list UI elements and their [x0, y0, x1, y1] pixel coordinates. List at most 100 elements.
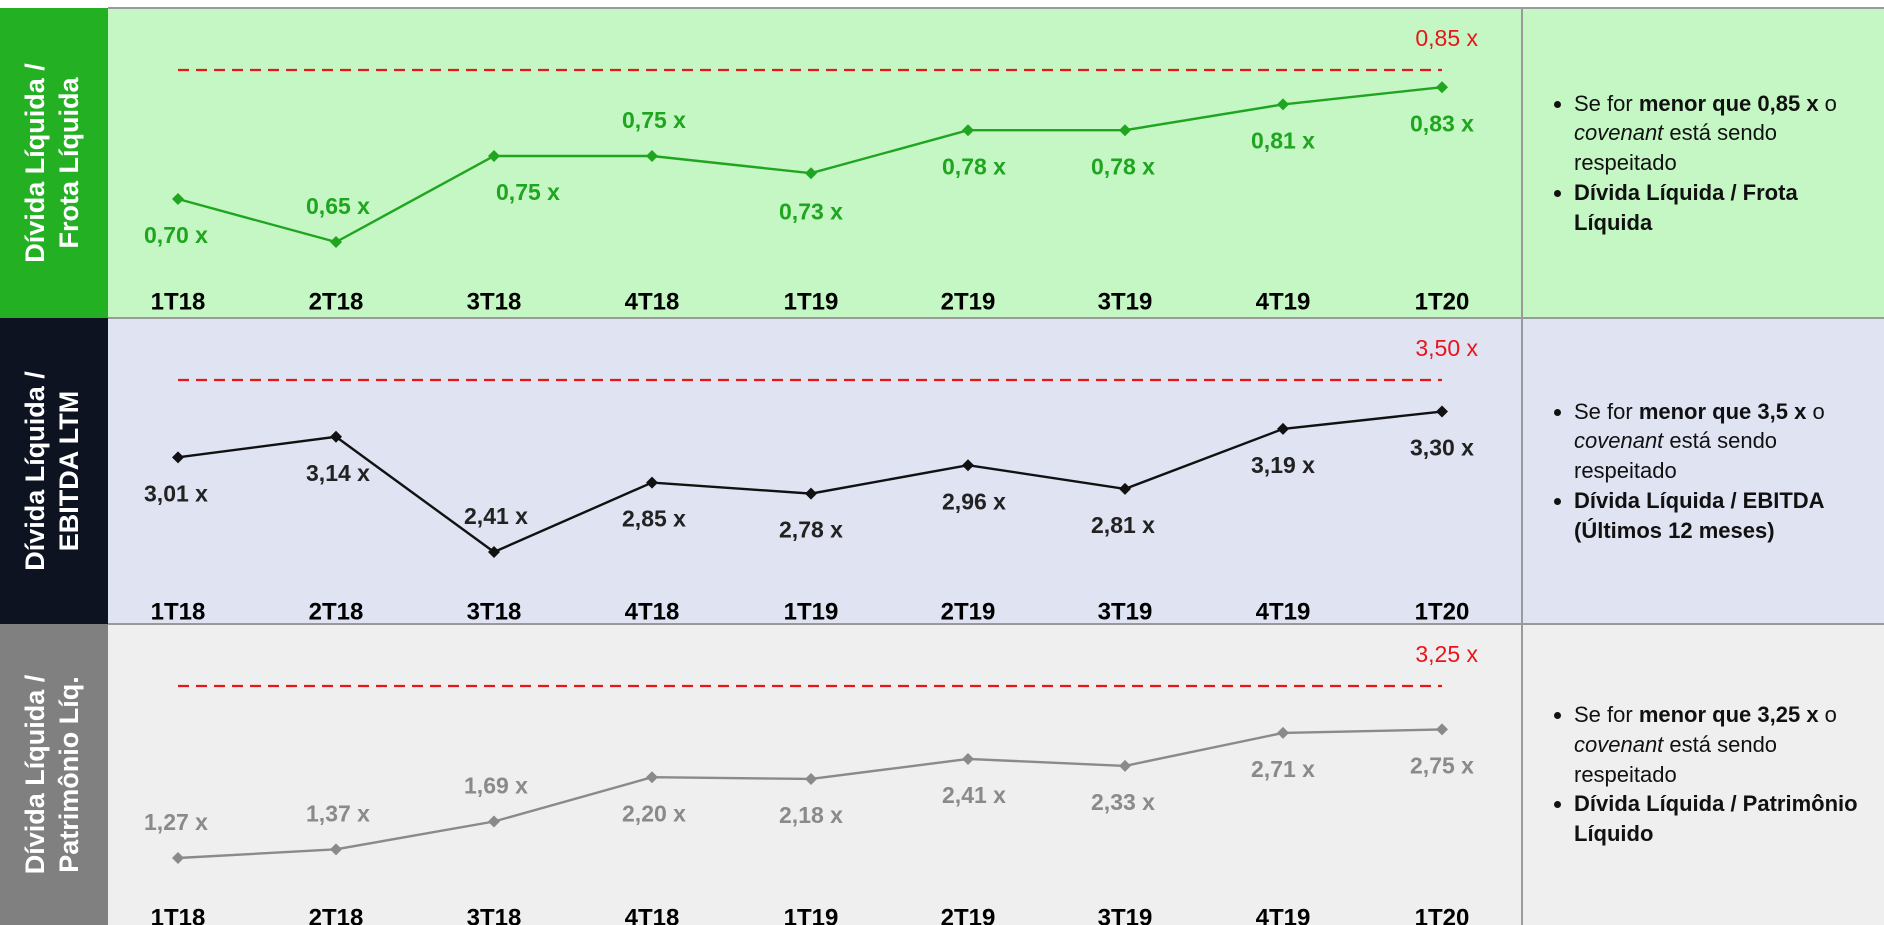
point	[962, 124, 974, 137]
value-label: 0,65 x	[306, 193, 370, 219]
x-tick-label: 4T19	[1256, 904, 1311, 925]
point	[1119, 124, 1131, 137]
panel-background	[108, 318, 1522, 624]
value-label: 0,73 x	[779, 198, 843, 224]
note: Se for menor que 3,25 x o covenant está …	[1522, 624, 1884, 925]
x-tick-label: 3T19	[1098, 288, 1153, 315]
point	[1119, 759, 1131, 772]
note-text: Se for	[1574, 702, 1639, 728]
note-item: Se for menor que 0,85 x o covenant está …	[1574, 89, 1874, 178]
x-tick-label: 1T19	[784, 288, 839, 315]
panel-title: Dívida Líquida /	[20, 674, 50, 874]
note-text: Se for	[1574, 398, 1639, 424]
note-text: covenant	[1574, 428, 1664, 454]
threshold-label: 3,25 x	[1415, 641, 1478, 667]
x-tick-label: 2T19	[941, 598, 996, 625]
point	[646, 150, 658, 162]
point	[646, 771, 658, 784]
panel-title: EBITDA LTM	[54, 391, 84, 551]
note-list: Se for menor que 3,25 x o covenant está …	[1540, 700, 1874, 848]
x-tick-label: 1T20	[1415, 904, 1470, 925]
note-text: está sendo respeitado	[1574, 731, 1784, 787]
point	[1119, 482, 1131, 495]
x-tick-label: 3T18	[467, 598, 522, 625]
value-label: 0,75 x	[622, 107, 686, 133]
value-label: 1,37 x	[306, 800, 370, 826]
panel-background	[108, 624, 1522, 925]
x-tick-label: 1T20	[1415, 598, 1470, 625]
value-label: 0,81 x	[1251, 127, 1315, 153]
point	[330, 430, 342, 443]
point	[646, 476, 658, 489]
point	[172, 193, 184, 205]
point	[962, 752, 974, 765]
x-tick-label: 1T18	[151, 904, 206, 925]
panel-band	[0, 318, 108, 624]
value-label: 2,71 x	[1251, 756, 1315, 782]
panel-title: Dívida Líquida /	[20, 63, 50, 263]
note-text: Se for	[1574, 90, 1639, 116]
panel-title: Frota Líquida	[54, 77, 84, 249]
note-item: Se for menor que 3,25 x o covenant está …	[1574, 700, 1874, 789]
x-tick-label: 3T19	[1098, 598, 1153, 625]
note-text: covenant	[1574, 120, 1664, 146]
note-text: Dívida Líquida / EBITDA (Últimos 12 mese…	[1574, 487, 1830, 543]
note: Se for menor que 3,5 x o covenant está s…	[1522, 318, 1884, 624]
point	[488, 546, 500, 558]
note-item: Se for menor que 3,5 x o covenant está s…	[1574, 397, 1874, 486]
panel-title: Patrimônio Líq.	[54, 676, 84, 873]
note-item: Dívida Líquida / EBITDA (Últimos 12 mese…	[1574, 486, 1874, 545]
value-label: 0,75 x	[496, 179, 560, 205]
note-list: Se for menor que 0,85 x o covenant está …	[1540, 89, 1874, 237]
point	[330, 236, 342, 248]
value-label: 3,01 x	[144, 480, 208, 506]
x-tick-label: 1T19	[784, 904, 839, 925]
note-text: o	[1818, 90, 1844, 116]
value-label: 2,20 x	[622, 800, 686, 826]
point	[1277, 98, 1289, 111]
value-label: 3,19 x	[1251, 452, 1315, 478]
note-item: Dívida Líquida / Patrimônio Líquido	[1574, 789, 1874, 848]
x-tick-label: 1T18	[151, 598, 206, 625]
note-text: está sendo respeitado	[1574, 428, 1784, 484]
x-tick-label: 2T19	[941, 904, 996, 925]
x-tick-label: 3T18	[467, 288, 522, 315]
note-list: Se for menor que 3,5 x o covenant está s…	[1540, 397, 1874, 545]
x-tick-label: 3T19	[1098, 904, 1153, 925]
point	[805, 167, 817, 180]
point	[962, 459, 974, 472]
point	[330, 843, 342, 856]
x-tick-label: 4T18	[625, 904, 680, 925]
point	[1436, 405, 1448, 418]
value-label: 1,27 x	[144, 809, 208, 835]
value-label: 1,69 x	[464, 773, 528, 799]
value-label: 2,41 x	[942, 782, 1006, 808]
value-label: 3,30 x	[1410, 435, 1474, 461]
point	[805, 772, 817, 785]
threshold-label: 0,85 x	[1415, 25, 1478, 51]
note-text: o	[1806, 398, 1831, 424]
note-text: Dívida Líquida / Frota Líquida	[1574, 179, 1804, 235]
note: Se for menor que 0,85 x o covenant está …	[1522, 8, 1884, 318]
note-background	[1522, 624, 1884, 925]
point	[1277, 422, 1289, 435]
point	[1436, 723, 1448, 736]
note-text: menor que 3,25 x	[1638, 702, 1819, 728]
note-text: menor que 0,85 x	[1638, 90, 1819, 116]
x-tick-label: 4T18	[625, 288, 680, 315]
x-tick-label: 3T18	[467, 904, 522, 925]
point	[805, 487, 817, 500]
x-tick-label: 4T19	[1256, 288, 1311, 315]
value-label: 2,18 x	[779, 802, 843, 828]
note-text: covenant	[1574, 731, 1664, 757]
value-label: 3,14 x	[306, 460, 370, 486]
panel-title: Dívida Líquida /	[20, 371, 50, 571]
x-tick-label: 1T19	[784, 598, 839, 625]
x-tick-label: 2T19	[941, 288, 996, 315]
panel-background	[108, 8, 1522, 318]
note-text: menor que 3,5 x	[1638, 398, 1807, 424]
point	[488, 815, 500, 828]
value-label: 2,78 x	[779, 517, 843, 543]
